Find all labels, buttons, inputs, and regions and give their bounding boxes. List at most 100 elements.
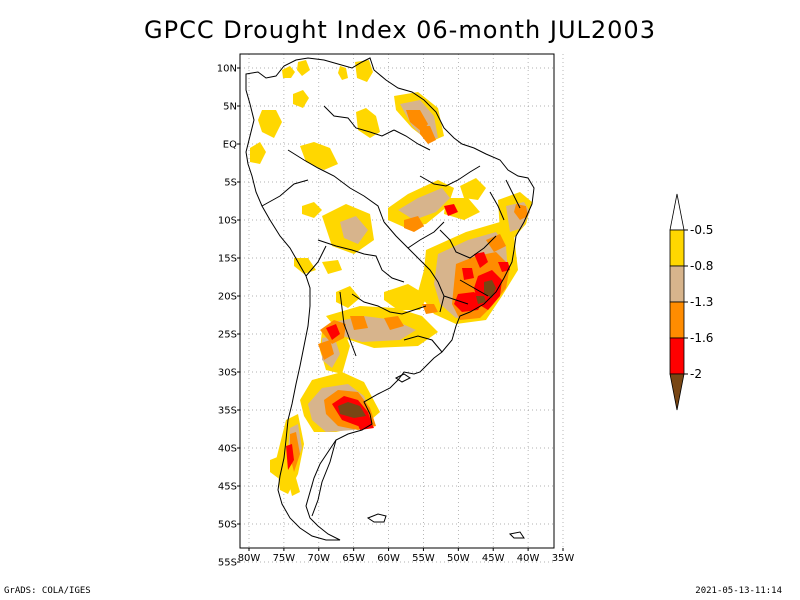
state-border	[419, 165, 481, 187]
map-title: GPCC Drought Index 06-month JUL2003	[144, 16, 656, 44]
country-border	[403, 335, 443, 353]
country-border	[351, 293, 427, 315]
legend-label: -1.6	[690, 331, 713, 345]
drought-patch	[326, 324, 340, 340]
lat-tick-label: 50S	[218, 520, 237, 531]
lat-tick-label: 20S	[218, 292, 237, 303]
drought-patch	[297, 60, 310, 76]
drought-patch	[444, 198, 480, 220]
state-border	[505, 179, 521, 209]
drought-patch	[282, 66, 295, 78]
drought-patch	[293, 90, 309, 108]
lon-tick-label: 70W	[307, 553, 330, 564]
lat-tick-label: 5N	[223, 102, 237, 113]
drought-patch	[286, 444, 294, 470]
country-border	[393, 129, 431, 151]
drought-patch	[302, 202, 322, 218]
country-border	[317, 239, 405, 283]
legend-label: -2	[690, 367, 702, 381]
footer-credit: GrADS: COLA/IGES	[4, 586, 91, 596]
drought-patch	[288, 478, 300, 496]
island	[366, 513, 387, 523]
color-legend: -0.5 -0.8 -1.3 -1.6 -2	[669, 193, 713, 411]
longitude-axis: 80W 75W 70W 65W 60W 55W 50W 45W 40W 35W	[238, 548, 575, 564]
drought-patch	[486, 234, 506, 252]
drought-patch	[460, 178, 486, 200]
country-border	[305, 245, 327, 277]
latitude-axis: 10N 5N EQ 5S 10S 15S 20S 25S 30S 35S 40S 45S 50S 55S	[217, 64, 240, 569]
drought-patch	[300, 142, 338, 170]
drought-patch	[404, 216, 424, 232]
state-border	[443, 295, 469, 305]
lon-tick-label: 35W	[552, 553, 575, 564]
legend-label: -0.5	[690, 223, 713, 237]
lat-tick-label: EQ	[223, 140, 237, 151]
lon-tick-label: 65W	[342, 553, 365, 564]
country-border	[261, 179, 309, 207]
lat-tick-label: 35S	[218, 406, 237, 417]
drought-patch	[350, 316, 368, 330]
lon-tick-label: 50W	[447, 553, 470, 564]
drought-patch	[514, 204, 528, 220]
legend-arrow-bottom	[669, 373, 685, 411]
state-border	[439, 229, 497, 259]
lon-tick-label: 80W	[238, 553, 261, 564]
lat-tick-label: 15S	[218, 254, 237, 265]
island	[508, 531, 525, 539]
lat-tick-label: 10S	[218, 216, 237, 227]
country-border	[287, 149, 385, 223]
lat-tick-label: 10N	[217, 64, 237, 75]
lat-tick-label: 45S	[218, 482, 237, 493]
state-border	[489, 191, 505, 221]
lat-tick-label: 5S	[224, 178, 237, 189]
drought-patch	[322, 260, 342, 274]
drought-patch	[338, 402, 366, 418]
drought-patch	[384, 284, 428, 310]
lon-tick-label: 75W	[273, 553, 296, 564]
legend-swatch	[669, 229, 685, 267]
footer-timestamp: 2021-05-13-11:14	[695, 586, 782, 596]
drought-patch	[498, 262, 510, 272]
drought-patch	[420, 126, 436, 144]
drought-patch	[340, 216, 368, 244]
drought-patch	[444, 204, 458, 216]
country-border	[339, 291, 357, 357]
lon-tick-label: 60W	[377, 553, 400, 564]
drought-patch	[474, 252, 488, 268]
drought-patch	[258, 110, 282, 138]
lon-tick-label: 55W	[412, 553, 435, 564]
drought-patch	[484, 280, 496, 298]
drought-patch	[476, 296, 486, 304]
drought-patch	[318, 340, 334, 360]
state-border	[459, 279, 489, 297]
legend-swatch	[669, 337, 685, 375]
drought-patch	[338, 66, 348, 80]
legend-label: -0.8	[690, 259, 713, 273]
drought-patch	[270, 456, 286, 478]
legend-swatch	[669, 301, 685, 339]
drought-shading	[250, 60, 532, 496]
drought-patch	[462, 268, 474, 280]
drought-patch	[356, 108, 380, 138]
lat-tick-label: 55S	[218, 558, 237, 569]
legend-swatch	[669, 265, 685, 303]
drought-patch	[250, 142, 266, 164]
drought-patch	[336, 286, 360, 308]
state-border	[407, 221, 445, 249]
continent-outline	[245, 57, 535, 541]
drought-patch	[355, 60, 373, 82]
island	[395, 373, 411, 383]
lat-tick-label: 40S	[218, 444, 237, 455]
coastline	[245, 57, 535, 541]
lat-tick-label: 25S	[218, 330, 237, 341]
drought-patch	[398, 188, 450, 220]
lat-tick-label: 30S	[218, 368, 237, 379]
drought-patch	[356, 420, 374, 430]
plot-frame	[239, 53, 555, 549]
country-border	[323, 105, 395, 137]
country-border	[383, 221, 445, 313]
legend-arrow-top	[669, 193, 685, 231]
legend-label: -1.3	[690, 295, 713, 309]
country-border	[311, 439, 337, 517]
